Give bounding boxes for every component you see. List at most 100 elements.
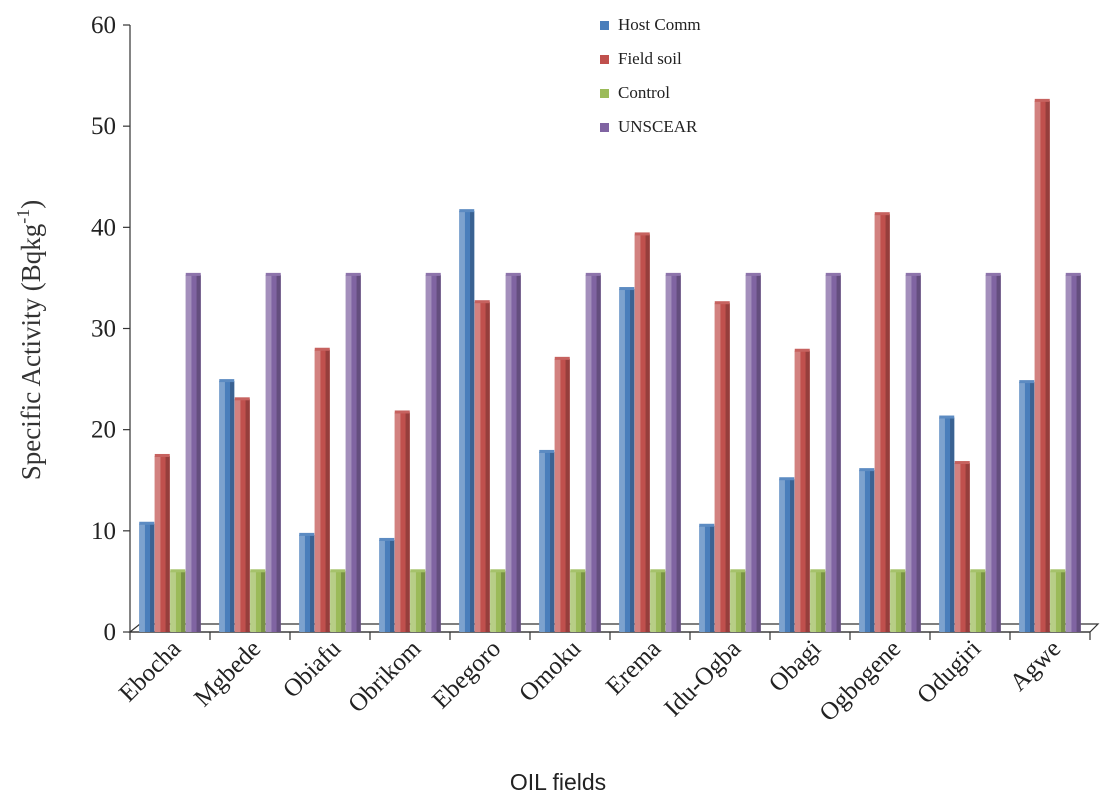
bar-highlight xyxy=(634,234,641,633)
y-axis-label-superscript: -1 xyxy=(13,209,33,224)
bar-shadow xyxy=(470,211,475,632)
bar-highlight xyxy=(250,571,256,632)
bar-highlight xyxy=(459,211,465,632)
bar-highlight xyxy=(985,274,992,632)
y-axis-label-close: ) xyxy=(16,200,46,209)
bar-highlight xyxy=(234,399,241,632)
bar-shadow xyxy=(325,349,330,632)
bar-highlight xyxy=(890,571,896,632)
bar-highlight xyxy=(554,358,561,632)
legend-label: Control xyxy=(618,83,670,102)
bar-shadow xyxy=(661,571,666,632)
bar-top xyxy=(650,569,666,573)
x-category-label: Erema xyxy=(601,635,666,700)
bar-top xyxy=(570,569,586,573)
bar-highlight xyxy=(650,571,656,632)
bar-top xyxy=(1050,569,1066,573)
bar-shadow xyxy=(870,470,875,632)
legend-label: Host Comm xyxy=(618,15,701,34)
bar-shadow xyxy=(196,274,201,632)
x-category-label: Ebocha xyxy=(114,635,186,707)
bar-highlight xyxy=(874,214,881,632)
bar-shadow xyxy=(436,274,441,632)
bar-top xyxy=(250,569,266,573)
bar-shadow xyxy=(836,274,841,632)
bar-shadow xyxy=(1061,571,1066,632)
bar-top xyxy=(154,453,170,457)
x-category-label: Omoku xyxy=(514,635,586,707)
bar-top xyxy=(665,272,681,276)
bar-highlight xyxy=(185,274,192,632)
legend-swatch xyxy=(600,55,609,64)
legend-label: Field soil xyxy=(618,49,682,68)
bar-shadow xyxy=(821,571,826,632)
bar-highlight xyxy=(825,274,832,632)
bar-highlight xyxy=(745,274,752,632)
bar-shadow xyxy=(261,571,266,632)
bar-top xyxy=(459,209,475,213)
bar-highlight xyxy=(810,571,816,632)
y-tick-label: 60 xyxy=(91,12,116,39)
bar-highlight xyxy=(539,451,545,632)
bar-highlight xyxy=(1034,100,1041,632)
bar-top xyxy=(939,415,955,419)
bar-top xyxy=(265,272,281,276)
y-tick-label: 20 xyxy=(91,417,116,444)
bar-top xyxy=(890,569,906,573)
bar-shadow xyxy=(310,534,315,632)
bar-top xyxy=(954,461,970,465)
x-category-label: Agwe xyxy=(1005,635,1066,696)
plot-area xyxy=(128,25,1100,640)
bar-top xyxy=(730,569,746,573)
bar-top xyxy=(219,379,235,383)
bar-shadow xyxy=(901,571,906,632)
bar-shadow xyxy=(596,274,601,632)
bar-shadow xyxy=(741,571,746,632)
bar-highlight xyxy=(794,350,801,632)
bar-top xyxy=(474,300,490,304)
bar-top xyxy=(170,569,186,573)
x-category-label: Ogbogene xyxy=(814,635,906,727)
bar-highlight xyxy=(939,417,945,632)
bar-shadow xyxy=(805,350,810,632)
bar-shadow xyxy=(245,399,250,632)
bar-highlight xyxy=(1065,274,1072,632)
bar-highlight xyxy=(1019,382,1025,632)
bar-shadow xyxy=(981,571,986,632)
bar-shadow xyxy=(276,274,281,632)
bar-top xyxy=(554,356,570,360)
legend-swatch xyxy=(600,21,609,30)
bar-top xyxy=(779,477,795,481)
bar-shadow xyxy=(1030,382,1035,632)
bar-top xyxy=(425,272,441,276)
bar-shadow xyxy=(676,274,681,632)
bar-highlight xyxy=(219,381,225,632)
bar-shadow xyxy=(756,274,761,632)
x-category-label: Obrikom xyxy=(343,635,426,718)
x-category-label: Idu-Ogba xyxy=(659,635,746,722)
bar-highlight xyxy=(299,534,305,632)
bar-top xyxy=(1034,98,1050,102)
bar-top xyxy=(970,569,986,573)
bar-top xyxy=(714,301,730,305)
bar-shadow xyxy=(710,525,715,632)
bar-highlight xyxy=(265,274,272,632)
bar-shadow xyxy=(421,571,426,632)
bar-highlight xyxy=(425,274,432,632)
bar-shadow xyxy=(950,417,955,632)
bar-top xyxy=(1065,272,1081,276)
bar-top xyxy=(330,569,346,573)
bar-shadow xyxy=(1076,274,1081,632)
bar-top xyxy=(825,272,841,276)
bar-shadow xyxy=(550,451,555,632)
bar-highlight xyxy=(139,523,145,632)
bar-top xyxy=(634,232,650,236)
bar-highlight xyxy=(859,470,865,632)
bar-top xyxy=(810,569,826,573)
bar-highlight xyxy=(170,571,176,632)
bar-top xyxy=(410,569,426,573)
bar-top xyxy=(585,272,601,276)
y-tick-label: 40 xyxy=(91,214,116,241)
bar-top xyxy=(394,410,410,414)
